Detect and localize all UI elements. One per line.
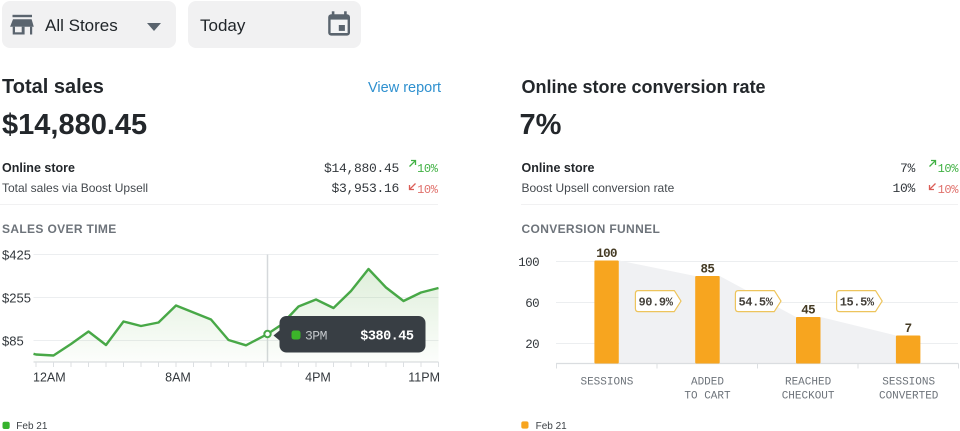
svg-text:SESSIONS: SESSIONS: [580, 377, 633, 389]
svg-text:7: 7: [905, 322, 912, 336]
svg-text:15.5%: 15.5%: [840, 296, 875, 310]
svg-text:85: 85: [700, 263, 714, 277]
svg-text:54.5%: 54.5%: [738, 296, 773, 310]
svg-text:4PM: 4PM: [305, 371, 331, 385]
svg-text:100: 100: [596, 247, 617, 261]
svg-text:REACHED: REACHED: [785, 377, 832, 389]
svg-text:SESSIONS: SESSIONS: [882, 377, 935, 389]
svg-text:12AM: 12AM: [33, 371, 66, 385]
svg-text:100: 100: [518, 256, 539, 270]
svg-text:Feb 21: Feb 21: [16, 421, 48, 431]
svg-text:$425: $425: [2, 248, 31, 263]
svg-text:20: 20: [525, 338, 539, 352]
svg-text:$255: $255: [2, 291, 31, 306]
svg-text:90.9%: 90.9%: [638, 296, 673, 310]
svg-text:CONVERTED: CONVERTED: [879, 391, 939, 403]
svg-text:TO CART: TO CART: [684, 391, 731, 403]
svg-text:3PM: 3PM: [305, 329, 327, 344]
svg-text:45: 45: [801, 304, 815, 318]
svg-text:$85: $85: [2, 334, 24, 349]
svg-text:60: 60: [525, 297, 539, 311]
svg-text:$380.45: $380.45: [360, 330, 414, 345]
svg-text:ADDED: ADDED: [691, 377, 724, 389]
svg-text:8AM: 8AM: [165, 371, 191, 385]
svg-text:CHECKOUT: CHECKOUT: [782, 391, 835, 403]
svg-text:11PM: 11PM: [408, 371, 440, 385]
svg-text:Feb 21: Feb 21: [536, 421, 568, 431]
